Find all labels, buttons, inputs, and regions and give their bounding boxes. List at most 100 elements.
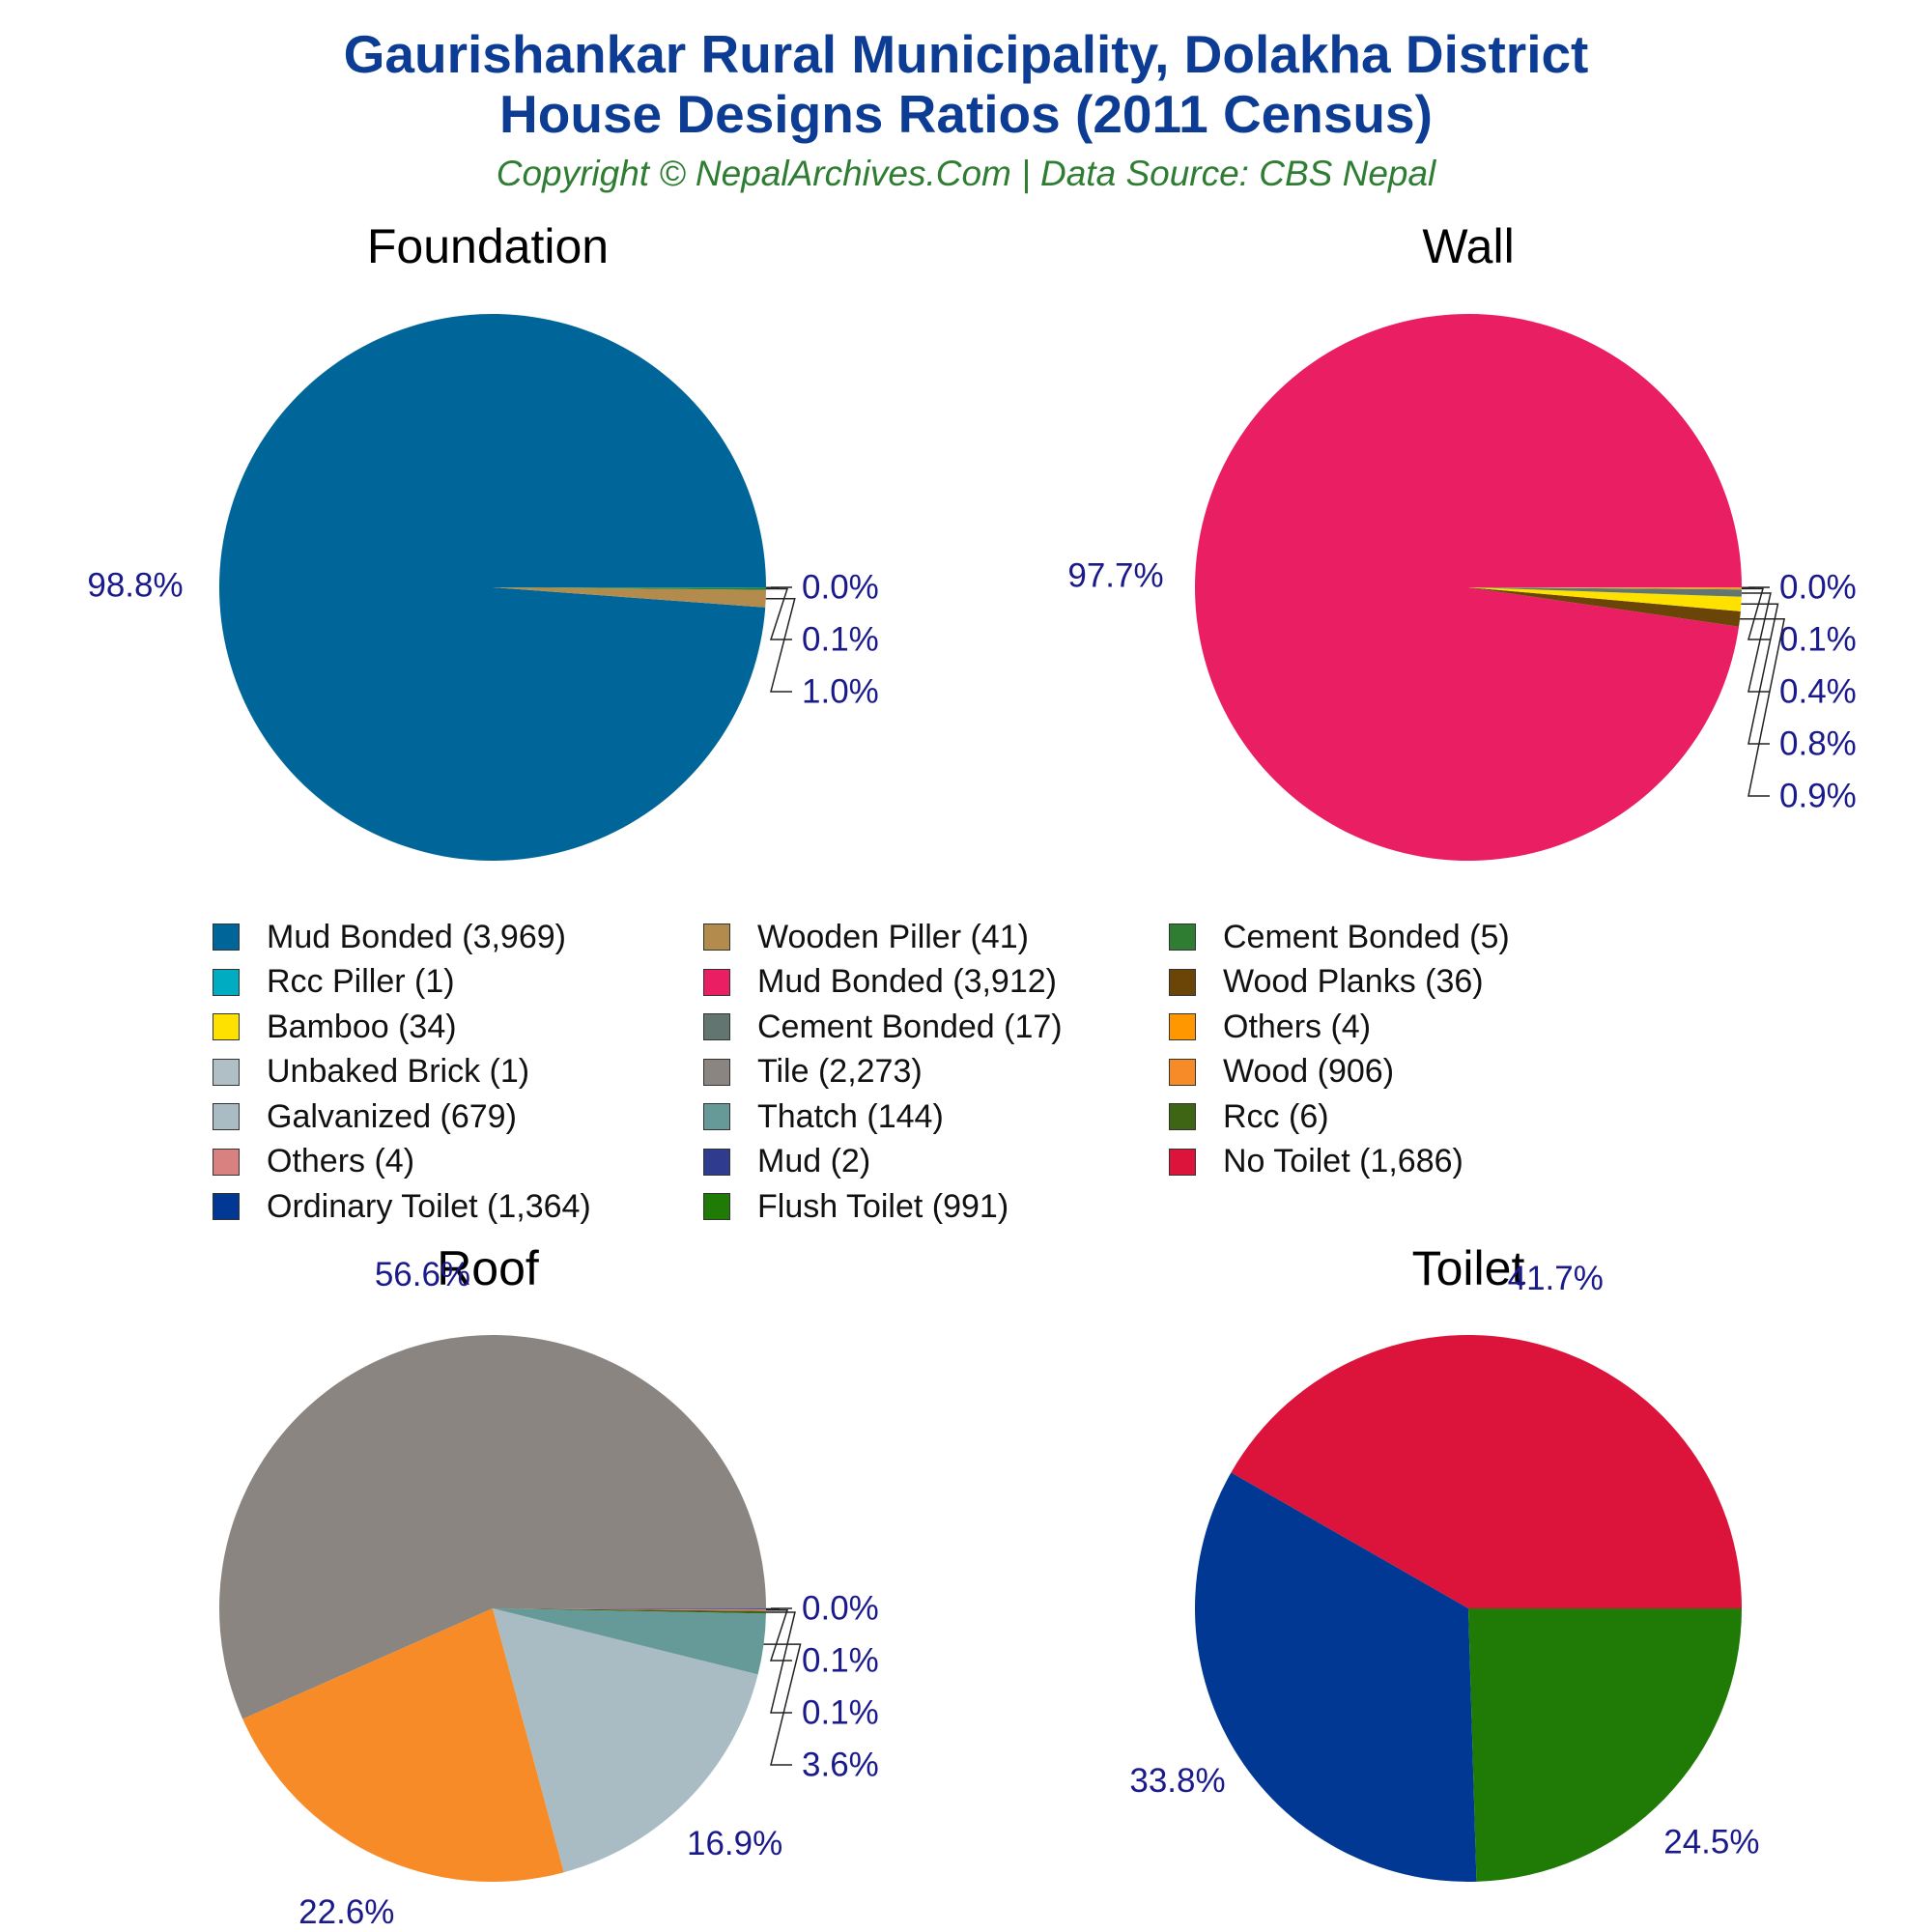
slice-roof-tile [218, 1335, 766, 1719]
slice-label-roof-rcc: 0.1% [802, 1693, 879, 1731]
legend-item: Wood (906) [1169, 1053, 1394, 1092]
legend-swatch [213, 1193, 240, 1220]
slice-roof-rcc [493, 1608, 766, 1614]
legend-item: Wood Planks (36) [1169, 963, 1484, 1002]
slice-roof-wood [242, 1608, 564, 1882]
chart-title-line-1: Gaurishankar Rural Municipality, Dolakha… [343, 24, 1589, 84]
slice-roof-mud [493, 1608, 767, 1609]
slice-toilet-ordinary-toilet [1195, 1472, 1477, 1883]
slice-foundation-mud-bonded [219, 313, 766, 861]
legend-swatch [213, 1103, 240, 1130]
legend-swatch [703, 1013, 730, 1040]
legend-label: Wood Planks (36) [1223, 963, 1484, 1000]
slice-label-toilet-no-toilet: 41.7% [1508, 1260, 1604, 1297]
slice-wall-wood-planks [1468, 587, 1741, 627]
pie-title-roof: Roof [437, 1241, 539, 1295]
callout-line-foundation-cement-bonded [765, 587, 792, 640]
callout-line-foundation-wooden-piller [765, 597, 796, 693]
legend-item: Rcc Piller (1) [213, 963, 455, 1002]
pie-roof: Roof 0.0% 0.1% 0.1% 3.6% 56.6% 22.6% 16.9% [218, 1241, 879, 1931]
slice-foundation-cement-bonded [493, 587, 766, 590]
legend-item: Mud Bonded (3,912) [703, 963, 1057, 1002]
slice-label-roof-others: 0.1% [802, 1641, 879, 1679]
slice-label-roof-tile: 56.6% [375, 1256, 470, 1293]
legend-swatch [703, 968, 730, 996]
legend-swatch [703, 1058, 730, 1086]
legend-swatch [213, 968, 240, 996]
legend-label: Ordinary Toilet (1,364) [267, 1187, 591, 1225]
legend-item: No Toilet (1,686) [1169, 1143, 1463, 1181]
slice-toilet-no-toilet [1231, 1335, 1742, 1608]
legend-swatch [1169, 1148, 1196, 1176]
legend-label: Rcc Piller (1) [267, 963, 455, 1000]
legend-item: Others (4) [1169, 1008, 1371, 1046]
legend-swatch [213, 1148, 240, 1176]
slice-wall-mud-bonded [1194, 313, 1742, 861]
legend-item: Wooden Piller (41) [703, 918, 1029, 956]
callout-line-roof-rcc [765, 1611, 796, 1714]
legend-item: Others (4) [213, 1143, 414, 1181]
slice-label-wall-wood-planks: 0.9% [1779, 777, 1857, 814]
legend-label: Cement Bonded (17) [757, 1008, 1063, 1045]
legend-item: Bamboo (34) [213, 1008, 457, 1046]
slice-label-toilet-flush-toilet: 24.5% [1663, 1824, 1759, 1861]
slice-label-roof-wood: 22.6% [298, 1893, 394, 1931]
legend-label: Mud (2) [757, 1143, 871, 1179]
legend-label: Others (4) [267, 1143, 415, 1179]
slice-wall-cement-bonded [1468, 587, 1742, 597]
legend-label: Bamboo (34) [267, 1008, 457, 1045]
legend-item: Cement Bonded (17) [703, 1008, 1063, 1046]
callout-line-wall-bamboo [1741, 603, 1779, 745]
legend-label: Tile (2,273) [757, 1053, 923, 1090]
chart-subtitle: Copyright © NepalArchives.Com | Data Sou… [496, 154, 1436, 193]
slice-foundation-wooden-piller [493, 587, 766, 608]
pie-title-wall: Wall [1422, 219, 1514, 273]
slice-roof-thatch [493, 1608, 766, 1675]
callout-line-roof-thatch [763, 1643, 802, 1766]
chart-title-line-2: House Designs Ratios (2011 Census) [499, 84, 1433, 144]
slice-label-foundation-rcc-piller: 0.0% [802, 568, 879, 606]
legend-label: Unbaked Brick (1) [267, 1053, 530, 1090]
slice-label-wall-mud-bonded: 97.7% [1067, 556, 1163, 594]
legend-label: Wooden Piller (41) [757, 918, 1029, 955]
slice-label-foundation-cement-bonded: 0.1% [802, 620, 879, 658]
pie-title-foundation: Foundation [367, 219, 609, 273]
legend-label: Thatch (144) [757, 1097, 944, 1135]
legend-swatch [213, 1013, 240, 1040]
legend-item: Mud Bonded (3,969) [213, 918, 566, 956]
callout-line-wall-others [1741, 587, 1770, 640]
legend-item: Flush Toilet (991) [703, 1187, 1009, 1226]
slice-wall-others [1468, 587, 1742, 590]
legend-label: Wood (906) [1223, 1053, 1395, 1090]
slice-roof-others [493, 1608, 766, 1611]
legend-swatch [213, 1058, 240, 1086]
slice-wall-bamboo [1468, 587, 1742, 611]
legend-item: Tile (2,273) [703, 1053, 923, 1092]
legend-item: Thatch (144) [703, 1097, 944, 1136]
legend-item: Mud (2) [703, 1143, 870, 1181]
slice-roof-galvanized [493, 1608, 758, 1873]
legend-swatch [1169, 1013, 1196, 1040]
callout-line-wall-wood-planks [1740, 618, 1786, 797]
legend-label: Rcc (6) [1223, 1097, 1329, 1135]
legend-label: Cement Bonded (5) [1223, 918, 1510, 955]
callout-line-roof-others [765, 1609, 792, 1662]
slice-label-roof-thatch: 3.6% [802, 1746, 879, 1783]
legend-label: Mud Bonded (3,969) [267, 918, 566, 955]
legend-item: Galvanized (679) [213, 1097, 517, 1136]
slice-toilet-flush-toilet [1468, 1608, 1742, 1882]
slice-label-wall-cement-bonded: 0.4% [1779, 672, 1857, 710]
pie-title-toilet: Toilet [1412, 1241, 1525, 1295]
legend-item: Rcc (6) [1169, 1097, 1329, 1136]
legend-label: Galvanized (679) [267, 1097, 517, 1135]
legend-item: Cement Bonded (5) [1169, 918, 1510, 956]
pie-foundation: Foundation 0.0% 0.1% 1.0% 98.8% [87, 219, 879, 861]
callout-line-wall-cement-bonded [1741, 592, 1772, 693]
legend-item: Ordinary Toilet (1,364) [213, 1187, 591, 1226]
legend-label: Mud Bonded (3,912) [757, 963, 1057, 1000]
slice-label-toilet-ordinary-toilet: 33.8% [1129, 1762, 1225, 1800]
slice-label-wall-bamboo: 0.8% [1779, 724, 1857, 762]
slice-label-wall-unbaked-brick: 0.0% [1779, 568, 1857, 606]
